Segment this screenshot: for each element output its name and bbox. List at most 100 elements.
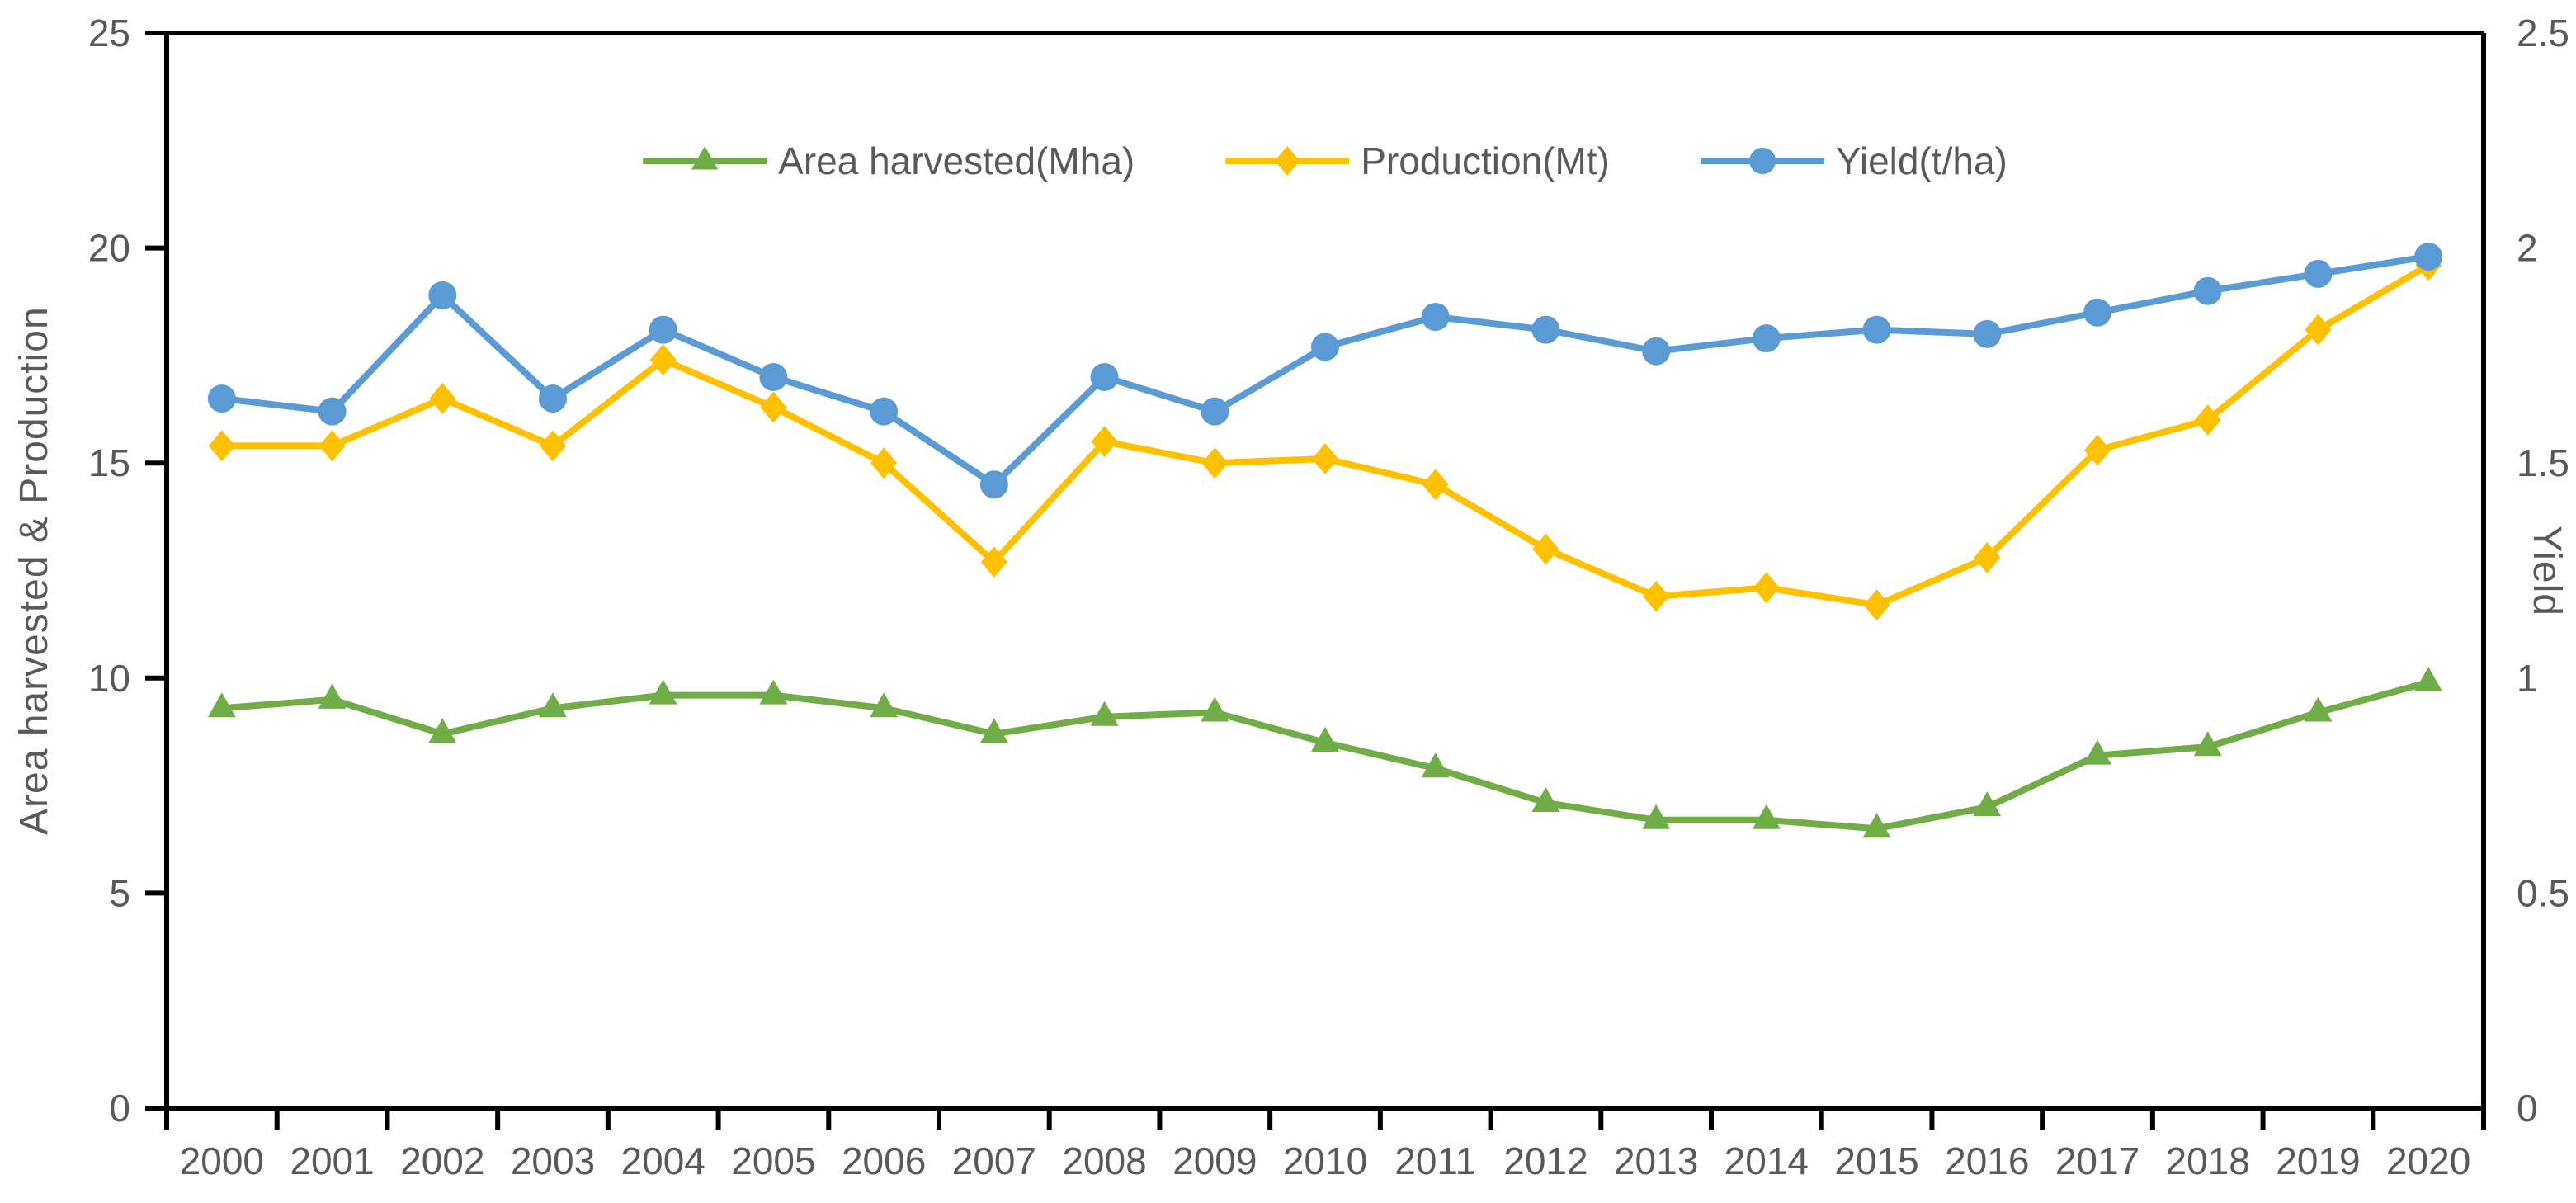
right-axis-title: Yield — [2525, 525, 2569, 616]
x-axis-tick-label: 2013 — [1614, 1139, 1698, 1182]
data-point-marker — [2304, 696, 2333, 722]
data-point-marker — [2304, 259, 2333, 288]
data-point-marker — [649, 344, 677, 376]
data-point-marker — [649, 315, 677, 344]
data-point-marker — [539, 692, 567, 718]
data-point-marker — [759, 362, 788, 391]
data-point-marker — [428, 718, 457, 743]
data-point-marker — [1091, 426, 1118, 458]
x-axis-tick-label: 2010 — [1283, 1139, 1367, 1182]
legend-label: Area harvested(Mha) — [778, 139, 1135, 182]
data-point-marker — [318, 397, 347, 426]
data-point-marker — [1752, 324, 1781, 353]
data-point-marker — [1422, 469, 1449, 501]
legend-item-yield-t-ha: Yield(t/ha) — [1700, 139, 2007, 183]
x-axis-tick-label: 2002 — [400, 1139, 484, 1182]
diamond-legend-swatch-icon — [1225, 145, 1350, 177]
data-point-marker — [649, 679, 677, 705]
data-point-marker — [870, 692, 899, 718]
x-axis-tick-label: 2005 — [731, 1139, 815, 1182]
data-point-marker — [540, 430, 566, 462]
left-axis-title: Area harvested & Production — [12, 306, 56, 835]
right-axis-tick-label: 2 — [2517, 227, 2538, 270]
data-point-marker — [1311, 726, 1339, 752]
legend-item-production-mt: Production(Mt) — [1225, 139, 1610, 183]
data-point-marker — [207, 384, 236, 413]
left-axis-tick-label: 10 — [88, 657, 130, 700]
data-point-marker — [318, 683, 347, 709]
x-axis-tick-label: 2020 — [2386, 1139, 2470, 1182]
left-axis-tick-label: 0 — [109, 1087, 130, 1130]
data-point-marker — [1201, 696, 1229, 722]
x-axis-tick-label: 2017 — [2055, 1139, 2140, 1182]
data-point-marker — [1752, 804, 1781, 829]
data-point-marker — [979, 718, 1008, 743]
data-point-marker — [979, 470, 1008, 499]
data-point-marker — [1863, 589, 1890, 621]
data-point-marker — [1090, 701, 1119, 726]
legend: Area harvested(Mha) Production(Mt) Yield(t… — [643, 139, 2007, 183]
data-point-marker — [1862, 813, 1891, 838]
x-axis-tick-label: 2009 — [1172, 1139, 1257, 1182]
data-point-marker — [539, 384, 567, 413]
x-axis-tick-label: 2014 — [1724, 1139, 1809, 1182]
data-point-marker — [1531, 315, 1560, 344]
data-point-marker — [2414, 243, 2443, 271]
data-point-marker — [1748, 147, 1776, 175]
data-point-marker — [1642, 804, 1671, 829]
data-point-marker — [2414, 667, 2443, 692]
data-point-marker — [1421, 752, 1450, 778]
circle-legend-swatch-icon — [1700, 147, 1824, 175]
x-axis-tick-label: 2015 — [1834, 1139, 1918, 1182]
data-point-marker — [760, 391, 787, 423]
data-point-marker — [207, 692, 236, 718]
legend-label: Yield(t/ha) — [1835, 139, 2007, 182]
triangle-legend-swatch-icon — [643, 145, 767, 170]
right-axis-tick-label: 1 — [2517, 657, 2538, 700]
data-point-marker — [759, 679, 788, 705]
data-point-marker — [318, 430, 346, 462]
data-point-marker — [1642, 337, 1671, 366]
x-axis-tick-label: 2001 — [290, 1139, 374, 1182]
x-axis-tick-label: 2018 — [2166, 1139, 2250, 1182]
data-point-marker — [870, 447, 898, 479]
data-point-marker — [1312, 442, 1338, 474]
data-point-marker — [2305, 314, 2332, 346]
data-point-marker — [1201, 447, 1229, 479]
right-axis-tick-label: 2.5 — [2517, 12, 2569, 54]
data-point-marker — [2084, 434, 2111, 466]
data-point-marker — [428, 281, 457, 309]
data-point-marker — [691, 145, 719, 170]
x-axis-tick-label: 2016 — [1945, 1139, 2029, 1182]
right-axis-tick-label: 0 — [2517, 1087, 2538, 1130]
data-point-marker — [2193, 276, 2222, 305]
left-axis-tick-label: 5 — [109, 871, 130, 914]
data-point-marker — [1201, 397, 1229, 426]
series-yield-t-ha — [207, 243, 2443, 499]
data-point-marker — [2083, 298, 2111, 327]
left-axis-tick-label: 25 — [88, 12, 130, 54]
legend-item-area-harvested-mha: Area harvested(Mha) — [643, 139, 1135, 183]
data-point-marker — [1862, 315, 1891, 344]
data-point-marker — [980, 546, 1007, 578]
data-point-marker — [1973, 791, 2002, 817]
left-axis-tick-label: 15 — [88, 441, 130, 484]
data-point-marker — [2083, 739, 2111, 765]
left-axis-tick-label: 20 — [88, 227, 130, 270]
x-axis-tick-label: 2012 — [1503, 1139, 1588, 1182]
data-point-marker — [1974, 541, 2001, 573]
x-axis-tick-label: 2007 — [952, 1139, 1036, 1182]
data-point-marker — [1311, 333, 1339, 361]
data-point-marker — [1753, 572, 1780, 604]
legend-label: Production(Mt) — [1361, 139, 1610, 182]
data-point-marker — [1532, 533, 1559, 565]
data-point-marker — [2194, 404, 2221, 436]
data-point-marker — [1531, 786, 1560, 812]
data-point-marker — [870, 397, 899, 426]
data-point-marker — [429, 383, 456, 415]
x-axis-tick-label: 2004 — [621, 1139, 705, 1182]
right-axis-tick-label: 1.5 — [2517, 441, 2569, 484]
x-axis-tick-label: 2011 — [1394, 1139, 1476, 1182]
